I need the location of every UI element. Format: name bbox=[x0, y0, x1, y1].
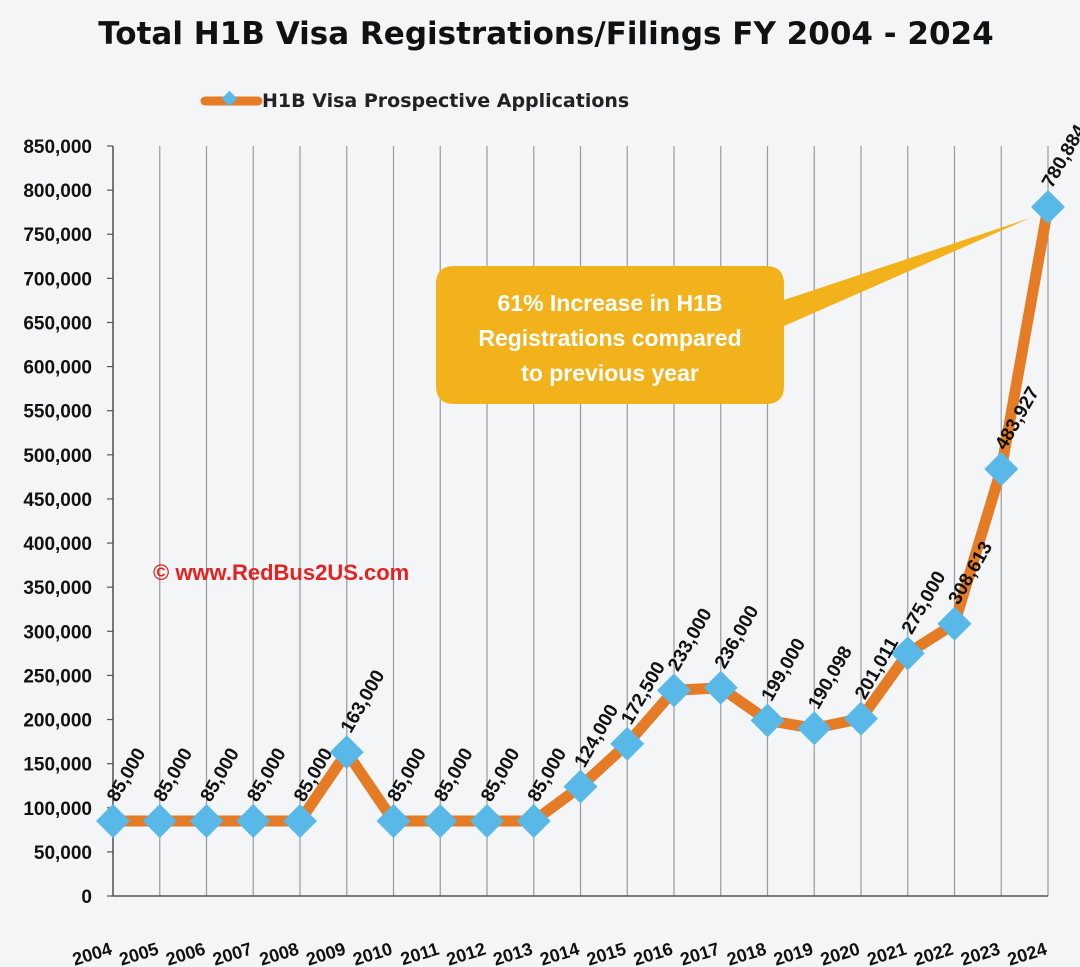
data-label: 233,000 bbox=[664, 605, 717, 675]
data-marker bbox=[329, 735, 364, 770]
callout-line-3: to previous year bbox=[521, 360, 699, 386]
x-tick-label: 2019 bbox=[771, 939, 815, 967]
data-marker bbox=[563, 769, 598, 804]
x-tick-label: 2016 bbox=[631, 939, 675, 967]
callout-line-1: 61% Increase in H1B bbox=[497, 290, 722, 316]
data-marker bbox=[844, 701, 878, 736]
data-marker bbox=[376, 804, 411, 838]
y-tick-label: 500,000 bbox=[23, 446, 92, 467]
x-tick-label: 2015 bbox=[584, 939, 628, 967]
y-tick-label: 100,000 bbox=[23, 799, 92, 820]
y-tick-label: 600,000 bbox=[23, 358, 92, 379]
x-tick-label: 2022 bbox=[912, 939, 956, 967]
data-marker bbox=[797, 711, 832, 746]
x-tick-label: 2010 bbox=[351, 939, 395, 967]
data-label: 199,000 bbox=[758, 635, 811, 705]
y-tick-label: 850,000 bbox=[23, 137, 92, 158]
data-label: 85,000 bbox=[430, 745, 477, 806]
data-labels: 85,000 85,000 85,000 85,000 85,000163,00085,… bbox=[103, 121, 1080, 805]
data-marker bbox=[657, 673, 691, 708]
x-tick-label: 2012 bbox=[444, 939, 488, 967]
chart-title: Total H1B Visa Registrations/Filings FY … bbox=[98, 16, 993, 52]
x-tick-label: 2023 bbox=[958, 939, 1002, 967]
x-tick-label: 2006 bbox=[164, 939, 208, 967]
y-tick-label: 0 bbox=[81, 887, 92, 908]
data-label: 236,000 bbox=[711, 602, 764, 672]
data-marker bbox=[890, 636, 925, 671]
data-label: 85,000 bbox=[197, 745, 244, 806]
x-tick-label: 2008 bbox=[257, 939, 301, 967]
data-marker bbox=[750, 703, 785, 738]
x-tick-label: 2013 bbox=[491, 939, 535, 967]
y-tick-label: 450,000 bbox=[23, 490, 92, 511]
y-tick-label: 200,000 bbox=[23, 711, 92, 732]
data-marker bbox=[516, 804, 551, 838]
x-tick-label: 2009 bbox=[304, 939, 348, 967]
x-tick-label: 2007 bbox=[210, 939, 254, 967]
data-marker bbox=[984, 452, 1019, 486]
y-tick-label: 650,000 bbox=[23, 313, 92, 334]
data-label: 85,000 bbox=[150, 745, 197, 806]
data-marker bbox=[610, 726, 645, 761]
data-label: 163,000 bbox=[337, 667, 390, 737]
data-marker bbox=[283, 804, 317, 838]
x-tick-label: 2024 bbox=[1005, 939, 1049, 967]
y-tick-label: 750,000 bbox=[23, 225, 92, 246]
annotation-callout: 61% Increase in H1B Registrations compar… bbox=[436, 218, 1030, 404]
data-marker bbox=[189, 804, 224, 838]
data-label: 780,884 bbox=[1038, 121, 1080, 191]
x-tick-label: 2021 bbox=[865, 939, 909, 967]
y-tick-label: 50,000 bbox=[34, 843, 92, 864]
legend-marker-swatch bbox=[221, 90, 238, 107]
callout-line-2: Registrations compared bbox=[478, 325, 741, 351]
y-tick-label: 550,000 bbox=[23, 402, 92, 423]
data-marker bbox=[96, 804, 130, 838]
callout-bubble bbox=[436, 218, 1030, 404]
watermark-text: © www.RedBus2US.com bbox=[153, 560, 409, 585]
legend: H1B Visa Prospective Applications bbox=[200, 90, 629, 112]
y-tick-label: 150,000 bbox=[23, 755, 92, 776]
data-marker bbox=[470, 804, 504, 838]
y-tick-label: 250,000 bbox=[23, 666, 92, 687]
y-tick-label: 350,000 bbox=[23, 578, 92, 599]
data-label: 190,098 bbox=[804, 643, 857, 713]
data-label: 85,000 bbox=[384, 745, 431, 806]
data-marker bbox=[703, 670, 738, 705]
data-label: 308,613 bbox=[945, 538, 998, 608]
y-tick-label: 700,000 bbox=[23, 269, 92, 290]
data-label: 85,000 bbox=[243, 745, 290, 806]
data-label: 85,000 bbox=[477, 745, 524, 806]
y-axis: 850,000 800,000 750,000 700,000 650,000 600,0… bbox=[23, 137, 113, 908]
y-tick-label: 400,000 bbox=[23, 534, 92, 555]
x-axis: 2004 2005 2006 2007 2008 2009 2010 2011 2012 2013… bbox=[70, 939, 1049, 967]
x-tick-label: 2014 bbox=[538, 939, 582, 967]
legend-label: H1B Visa Prospective Applications bbox=[262, 90, 629, 112]
data-marker bbox=[236, 804, 271, 838]
data-marker bbox=[1031, 190, 1065, 224]
data-label: 85,000 bbox=[103, 745, 150, 806]
data-marker bbox=[423, 804, 458, 838]
y-tick-label: 800,000 bbox=[23, 181, 92, 202]
x-tick-label: 2005 bbox=[117, 939, 161, 967]
x-tick-label: 2020 bbox=[818, 939, 862, 967]
y-tick-label: 300,000 bbox=[23, 622, 92, 643]
x-tick-label: 2011 bbox=[398, 939, 441, 967]
x-tick-label: 2017 bbox=[678, 939, 722, 967]
x-tick-label: 2004 bbox=[70, 939, 114, 967]
data-marker bbox=[142, 804, 177, 838]
x-tick-label: 2018 bbox=[725, 939, 769, 967]
data-marker bbox=[937, 606, 972, 641]
